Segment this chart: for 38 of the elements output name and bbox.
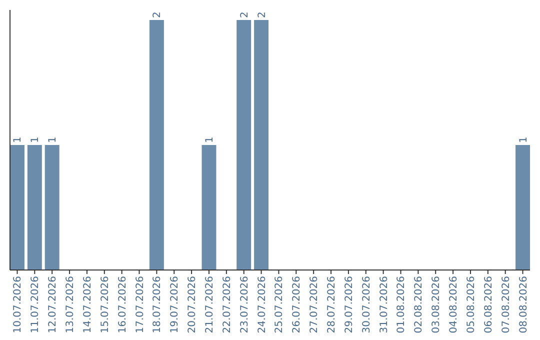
data-label: 2: [152, 12, 164, 18]
data-label: 2: [256, 12, 268, 18]
data-label: 1: [12, 136, 24, 143]
x-tick-label: 06.08.2026: [483, 276, 494, 334]
x-tick-label: 19.07.2026: [170, 276, 181, 334]
x-tick-label: 15.07.2026: [100, 276, 111, 334]
x-tick-label: 07.08.2026: [500, 276, 512, 334]
x-tick-label: 13.07.2026: [65, 276, 76, 334]
x-tick-label: 23.07.2026: [239, 276, 250, 334]
data-label: 1: [30, 136, 42, 143]
x-tick-label: 27.07.2026: [309, 276, 320, 334]
x-tick-label: 29.07.2026: [344, 276, 355, 334]
x-tick-label: 10.07.2026: [12, 276, 24, 334]
x-tick-label: 14.07.2026: [82, 276, 94, 334]
x-tick-label: 11.07.2026: [30, 276, 42, 334]
x-tick-label: 31.07.2026: [378, 276, 390, 334]
x-tick-label: 30.07.2026: [361, 276, 372, 334]
x-tick-label: 16.07.2026: [117, 276, 128, 334]
x-tick-label: 02.08.2026: [414, 276, 425, 334]
data-label: 1: [518, 136, 530, 143]
data-label: 1: [204, 136, 216, 143]
x-tick-label: 26.07.2026: [292, 276, 303, 334]
x-tick-label: 05.08.2026: [466, 276, 477, 334]
x-tick-label: 12.07.2026: [48, 276, 59, 334]
x-tick-label: 04.08.2026: [448, 276, 460, 334]
data-label: 1: [48, 136, 59, 143]
x-tick-label: 18.07.2026: [152, 276, 164, 334]
x-tick-label: 17.07.2026: [134, 276, 146, 334]
x-tick-label: 22.07.2026: [222, 276, 233, 334]
x-tick-label: 28.07.2026: [326, 276, 338, 334]
x-tick-label: 08.08.2026: [518, 276, 530, 334]
x-tick-label: 03.08.2026: [431, 276, 442, 334]
x-tick-label: 25.07.2026: [274, 276, 286, 334]
data-label: 2: [239, 12, 250, 18]
x-tick-label: 21.07.2026: [204, 276, 216, 334]
x-tick-label: 24.07.2026: [256, 276, 268, 334]
x-tick-label: 01.08.2026: [396, 276, 408, 334]
x-tick-label: 20.07.2026: [187, 276, 198, 334]
